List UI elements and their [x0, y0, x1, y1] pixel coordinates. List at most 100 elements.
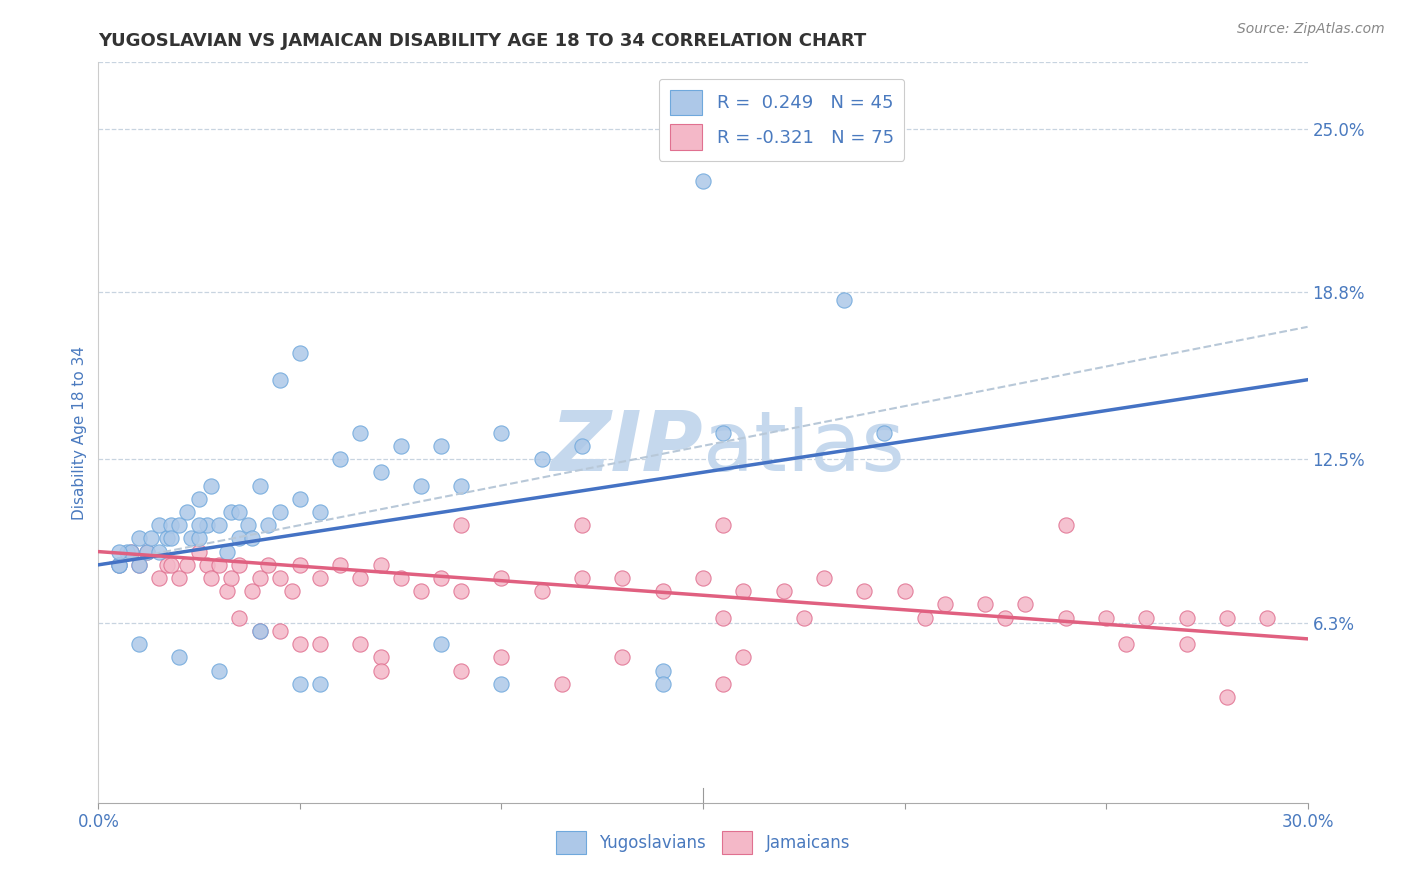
Point — [450, 664, 472, 678]
Point — [1175, 637, 1198, 651]
Legend: Yugoslavians, Jamaicans: Yugoslavians, Jamaicans — [548, 824, 858, 861]
Point — [240, 584, 263, 599]
Point — [711, 677, 734, 691]
Point — [288, 558, 311, 572]
Point — [228, 532, 250, 546]
Point — [692, 174, 714, 188]
Point — [571, 439, 593, 453]
Point — [651, 677, 673, 691]
Point — [115, 544, 138, 558]
Point — [288, 346, 311, 360]
Point — [530, 584, 553, 599]
Point — [934, 598, 956, 612]
Point — [228, 611, 250, 625]
Point — [240, 532, 263, 546]
Point — [1216, 690, 1239, 704]
Point — [711, 518, 734, 533]
Point — [430, 637, 453, 651]
Point — [281, 584, 304, 599]
Point — [491, 677, 513, 691]
Point — [256, 518, 278, 533]
Point — [409, 478, 432, 492]
Point — [236, 518, 259, 533]
Point — [135, 544, 157, 558]
Point — [974, 598, 997, 612]
Point — [120, 544, 142, 558]
Point — [200, 478, 222, 492]
Point — [107, 544, 129, 558]
Point — [228, 558, 250, 572]
Point — [128, 532, 150, 546]
Point — [914, 611, 936, 625]
Point — [309, 571, 332, 585]
Point — [256, 558, 278, 572]
Point — [349, 571, 371, 585]
Point — [1216, 611, 1239, 625]
Point — [148, 518, 170, 533]
Point — [370, 558, 392, 572]
Point — [160, 518, 183, 533]
Point — [269, 624, 291, 638]
Point — [221, 505, 243, 519]
Point — [148, 571, 170, 585]
Point — [651, 664, 673, 678]
Point — [156, 532, 179, 546]
Point — [711, 425, 734, 440]
Point — [450, 518, 472, 533]
Point — [571, 518, 593, 533]
Point — [733, 584, 755, 599]
Point — [349, 637, 371, 651]
Point — [249, 624, 271, 638]
Point — [249, 624, 271, 638]
Point — [389, 439, 412, 453]
Point — [450, 584, 472, 599]
Point — [195, 558, 218, 572]
Point — [692, 571, 714, 585]
Point — [1256, 611, 1278, 625]
Point — [711, 611, 734, 625]
Point — [873, 425, 896, 440]
Point — [269, 373, 291, 387]
Point — [188, 518, 211, 533]
Point — [389, 571, 412, 585]
Point — [128, 637, 150, 651]
Point — [128, 558, 150, 572]
Point — [853, 584, 876, 599]
Point — [120, 544, 142, 558]
Point — [551, 677, 574, 691]
Point — [167, 571, 190, 585]
Point — [530, 452, 553, 467]
Point — [128, 558, 150, 572]
Point — [1054, 611, 1077, 625]
Point — [176, 558, 198, 572]
Point — [1175, 611, 1198, 625]
Point — [188, 544, 211, 558]
Point — [571, 571, 593, 585]
Text: ZIP: ZIP — [550, 407, 703, 488]
Point — [430, 571, 453, 585]
Point — [612, 650, 634, 665]
Point — [228, 505, 250, 519]
Point — [156, 558, 179, 572]
Point — [188, 491, 211, 506]
Point — [309, 637, 332, 651]
Point — [1135, 611, 1157, 625]
Point — [893, 584, 915, 599]
Point — [288, 677, 311, 691]
Point — [208, 558, 231, 572]
Point — [832, 293, 855, 308]
Point — [249, 571, 271, 585]
Point — [200, 571, 222, 585]
Point — [612, 571, 634, 585]
Point — [221, 571, 243, 585]
Point — [167, 650, 190, 665]
Point — [269, 505, 291, 519]
Point — [329, 558, 352, 572]
Point — [793, 611, 815, 625]
Point — [491, 425, 513, 440]
Point — [208, 518, 231, 533]
Point — [733, 650, 755, 665]
Point — [1115, 637, 1137, 651]
Point — [148, 544, 170, 558]
Point — [491, 650, 513, 665]
